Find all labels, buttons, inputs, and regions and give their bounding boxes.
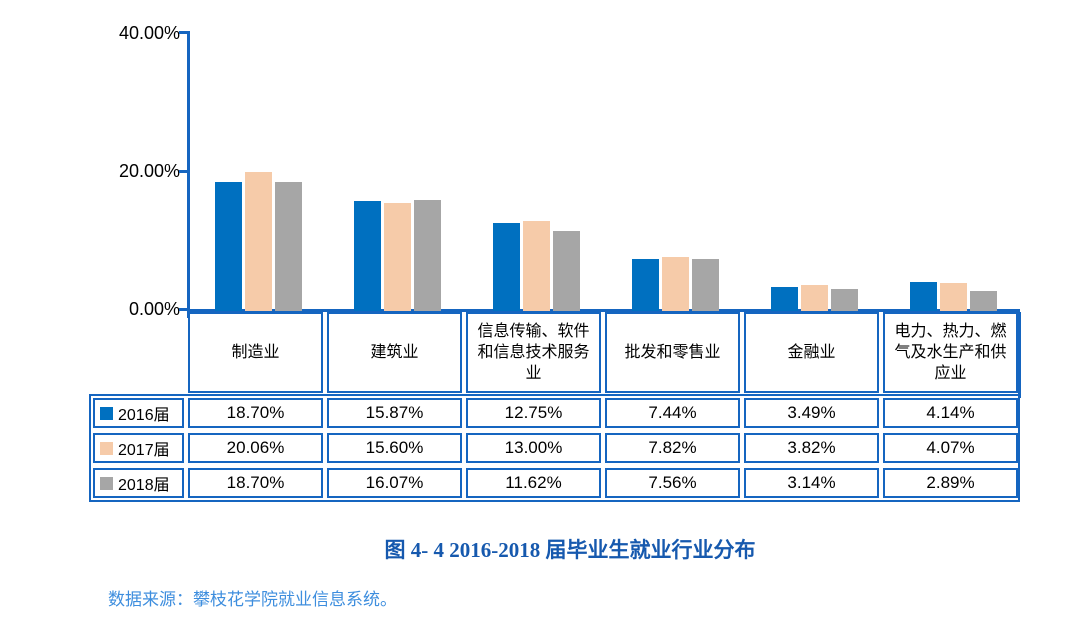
x-axis-line bbox=[188, 309, 1020, 312]
value-cell: 3.82% bbox=[744, 433, 879, 463]
value-cell: 12.75% bbox=[466, 398, 601, 428]
bar-2018届-金融业 bbox=[831, 289, 858, 311]
value-cell: 20.06% bbox=[188, 433, 323, 463]
category-header-cell: 批发和零售业 bbox=[605, 312, 740, 393]
legend-cell: 2018届 bbox=[93, 468, 184, 498]
y-axis-label: 40.00% bbox=[118, 23, 180, 43]
table-header-right-border bbox=[1018, 312, 1021, 398]
figure-caption: 图 4- 4 2016-2018 届毕业生就业行业分布 bbox=[384, 538, 756, 562]
bar-2018届-制造业 bbox=[275, 182, 302, 311]
value-cell: 4.14% bbox=[883, 398, 1018, 428]
value-cell: 18.70% bbox=[188, 398, 323, 428]
y-axis-tick bbox=[179, 31, 188, 34]
value-cell: 18.70% bbox=[188, 468, 323, 498]
y-axis bbox=[187, 31, 190, 318]
value-cell: 3.14% bbox=[744, 468, 879, 498]
bar-2016届-金融业 bbox=[771, 287, 798, 311]
legend-swatch bbox=[100, 476, 113, 490]
data-table: 制造业 建筑业 信息传输、软件和信息技术服务业 批发和零售业 金融业 电力、热力、燃气及水… bbox=[93, 312, 1018, 498]
category-header-cell: 电力、热力、燃气及水生产和供应业 bbox=[883, 312, 1018, 393]
bar-2016届-制造业 bbox=[215, 182, 242, 311]
category-header-cell: 金融业 bbox=[744, 312, 879, 393]
category-header-cell: 信息传输、软件和信息技术服务业 bbox=[466, 312, 601, 393]
legend-swatch bbox=[100, 406, 113, 420]
bar-2018届-建筑业 bbox=[414, 200, 441, 311]
bar-2017届-电力、热力、燃气及水生产和供应业 bbox=[940, 283, 967, 311]
value-cell: 7.82% bbox=[605, 433, 740, 463]
value-cell: 4.07% bbox=[883, 433, 1018, 463]
value-cell: 15.87% bbox=[327, 398, 462, 428]
bar-2018届-批发和零售业 bbox=[692, 259, 719, 311]
bar-2017届-金融业 bbox=[801, 285, 828, 311]
legend-cell: 2016届 bbox=[93, 398, 184, 428]
bar-2016届-批发和零售业 bbox=[632, 259, 659, 311]
y-axis-label: 0.00% bbox=[128, 299, 180, 319]
y-axis-tick bbox=[179, 170, 188, 173]
value-cell: 7.56% bbox=[605, 468, 740, 498]
legend-cell: 2017届 bbox=[93, 433, 184, 463]
value-cell: 2.89% bbox=[883, 468, 1018, 498]
table-corner-spacer bbox=[93, 312, 184, 393]
data-source-note: 数据来源：攀枝花学院就业信息系统。 bbox=[108, 590, 397, 609]
legend-swatch bbox=[100, 441, 113, 455]
bar-2016届-信息传输、软件和信息技术服务业 bbox=[493, 223, 520, 311]
bar-2017届-建筑业 bbox=[384, 203, 411, 311]
value-cell: 15.60% bbox=[327, 433, 462, 463]
table-outer-border bbox=[89, 394, 1020, 502]
bar-2018届-信息传输、软件和信息技术服务业 bbox=[553, 231, 580, 311]
legend-label: 2016届 bbox=[118, 407, 170, 424]
y-axis-label: 20.00% bbox=[118, 161, 180, 181]
y-axis-tick bbox=[179, 308, 188, 311]
value-cell: 13.00% bbox=[466, 433, 601, 463]
bar-2017届-制造业 bbox=[245, 172, 272, 311]
bar-2017届-批发和零售业 bbox=[662, 257, 689, 311]
value-cell: 3.49% bbox=[744, 398, 879, 428]
category-header-cell: 建筑业 bbox=[327, 312, 462, 393]
bar-2018届-电力、热力、燃气及水生产和供应业 bbox=[970, 291, 997, 311]
legend-label: 2018届 bbox=[118, 477, 170, 494]
bar-2016届-电力、热力、燃气及水生产和供应业 bbox=[910, 282, 937, 311]
bar-2016届-建筑业 bbox=[354, 201, 381, 311]
value-cell: 16.07% bbox=[327, 468, 462, 498]
category-header-cell: 制造业 bbox=[188, 312, 323, 393]
value-cell: 7.44% bbox=[605, 398, 740, 428]
legend-label: 2017届 bbox=[118, 442, 170, 459]
bar-2017届-信息传输、软件和信息技术服务业 bbox=[523, 221, 550, 311]
value-cell: 11.62% bbox=[466, 468, 601, 498]
